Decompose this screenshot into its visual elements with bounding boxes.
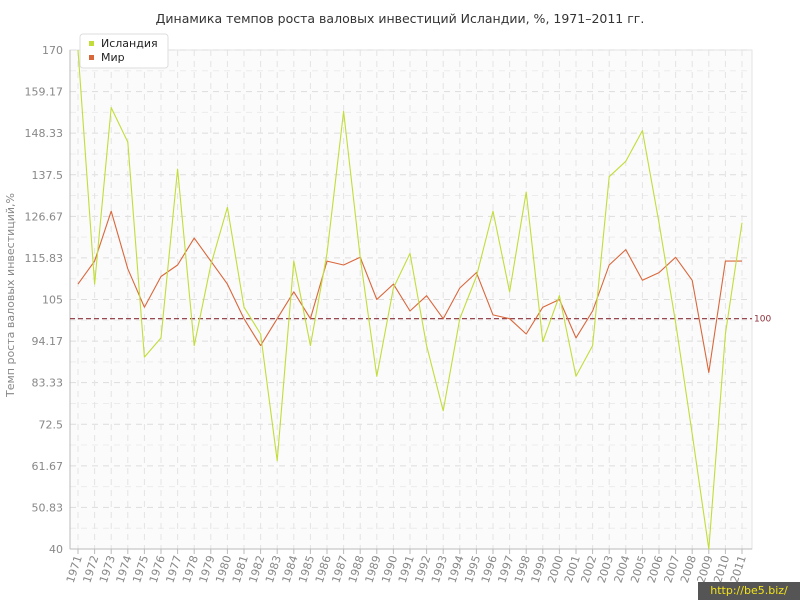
y-tick-label: 94.17: [32, 335, 64, 348]
y-axis-title: Темп роста валовых инвестиций,%: [4, 193, 17, 398]
x-axis-ticks: 1971197219731974197519761977197819791980…: [64, 549, 749, 585]
y-tick-label: 148.33: [25, 127, 64, 140]
reference-line-group: 100: [70, 315, 771, 325]
reference-line-label: 100: [754, 315, 771, 325]
y-tick-label: 126.67: [25, 210, 64, 223]
legend-box: [79, 33, 169, 69]
chart-title: Динамика темпов роста валовых инвестиций…: [156, 11, 645, 26]
y-tick-label: 170: [42, 44, 63, 57]
series-group: [77, 49, 743, 550]
y-tick-label: 115.83: [25, 252, 64, 265]
y-tick-label: 50.83: [32, 501, 64, 514]
legend-label: Исландия: [101, 37, 158, 50]
y-tick-label: 40: [49, 543, 63, 556]
y-tick-label: 72.5: [39, 418, 64, 431]
watermark-link[interactable]: http://be5.biz/: [698, 582, 800, 600]
legend-swatch: [89, 55, 94, 60]
y-tick-label: 83.33: [32, 377, 64, 390]
y-tick-label: 105: [42, 294, 63, 307]
y-tick-label: 159.17: [25, 86, 64, 99]
axes: [69, 50, 752, 550]
legend-swatch: [89, 41, 94, 46]
y-tick-label: 61.67: [32, 460, 64, 473]
legend-label: Мир: [101, 51, 125, 64]
y-tick-label: 137.5: [32, 169, 64, 182]
series-line: [77, 210, 742, 373]
gridlines: [70, 49, 752, 550]
series-line: [77, 49, 743, 550]
y-axis-ticks: 40 50.83 61.67 72.5 83.33 94.17 105 115.83 126.6…: [25, 44, 64, 556]
